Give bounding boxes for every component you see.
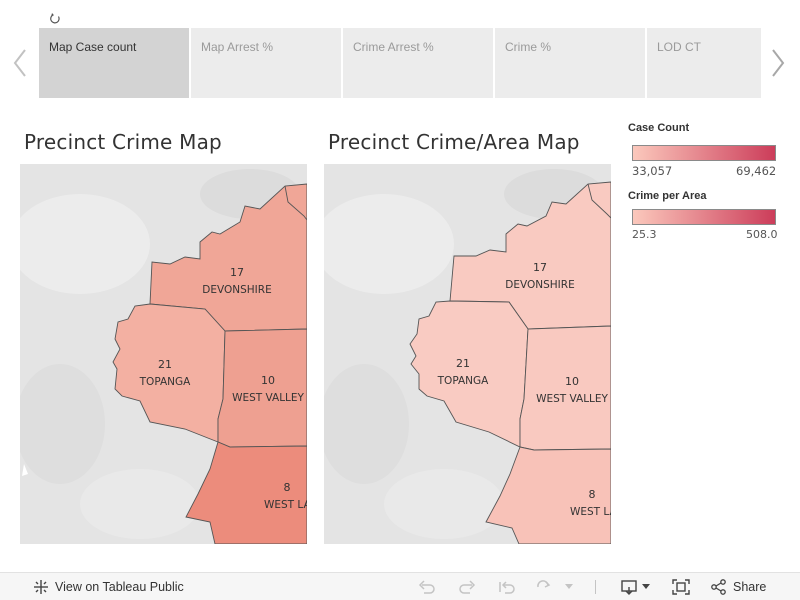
region-number: 8 [284, 481, 291, 494]
case-count-legend: Case Count 33,057 69,462 [628, 122, 788, 182]
tab-label: Crime % [505, 40, 552, 54]
redo-icon[interactable] [458, 579, 476, 595]
tableau-logo-icon [34, 580, 48, 594]
share-icon[interactable] [710, 579, 728, 595]
share-button[interactable]: Share [733, 580, 767, 594]
view-on-tableau-public-link[interactable]: View on Tableau Public [55, 580, 184, 594]
tab-lod-ct[interactable]: LOD CT [647, 28, 761, 98]
left-precinct-map[interactable]: 17 DEVONSHIRE 21 TOPANGA 10 WEST VALLEY … [20, 164, 307, 544]
tab-crime-percent[interactable]: Crime % [495, 28, 645, 98]
tab-label: Crime Arrest % [353, 40, 434, 54]
region-name: DEVONSHIRE [505, 279, 574, 291]
region-number: 21 [456, 357, 470, 370]
next-arrow-icon[interactable] [766, 46, 790, 80]
region-number: 8 [589, 488, 596, 501]
right-precinct-area-map[interactable]: 17 DEVONSHIRE 21 TOPANGA 10 WEST VALLEY … [324, 164, 611, 544]
tab-map-case-count[interactable]: Map Case count [39, 28, 189, 98]
region-name: WEST VALLEY [232, 392, 304, 404]
region-name: TOPANGA [437, 375, 490, 387]
tab-map-arrest-percent[interactable]: Map Arrest % [191, 28, 341, 98]
toolbar-divider [595, 580, 596, 594]
crime-per-area-legend: Crime per Area 25.3 508.0 [628, 190, 788, 245]
legend-title: Crime per Area [628, 190, 707, 202]
tab-label: Map Arrest % [201, 40, 274, 54]
download-icon[interactable] [620, 579, 640, 595]
region-number: 10 [565, 375, 579, 388]
undo-icon[interactable] [418, 579, 436, 595]
refresh-icon[interactable] [48, 12, 62, 26]
region-name: TOPANGA [139, 376, 192, 388]
legend-max-value: 69,462 [736, 164, 777, 178]
legend-title: Case Count [628, 122, 690, 134]
story-tab-strip: Map Case count Map Arrest % Crime Arrest… [0, 28, 800, 98]
case-count-color-ramp[interactable] [632, 145, 776, 161]
revert-icon[interactable] [498, 579, 516, 595]
fullscreen-icon[interactable] [672, 579, 690, 595]
tab-label: LOD CT [657, 40, 702, 54]
region-number: 17 [230, 266, 244, 279]
refresh-data-icon[interactable] [535, 579, 555, 595]
region-name: DEVONSHIRE [202, 284, 271, 296]
legend-min-value: 33,057 [632, 164, 673, 178]
region-west-valley[interactable] [519, 325, 611, 451]
tab-crime-arrest-percent[interactable]: Crime Arrest % [343, 28, 493, 98]
chevron-down-icon[interactable] [642, 584, 650, 590]
left-map-title: Precinct Crime Map [24, 130, 222, 154]
legend-min-value: 25.3 [632, 228, 657, 241]
previous-arrow-icon[interactable] [8, 46, 32, 80]
right-map-title: Precinct Crime/Area Map [328, 130, 580, 154]
region-number: 10 [261, 374, 275, 387]
region-name: WEST VALLEY [536, 393, 608, 405]
region-number: 17 [533, 261, 547, 274]
region-name: WEST LA [264, 499, 307, 511]
region-west-la[interactable] [485, 446, 611, 544]
region-west-la[interactable] [185, 441, 307, 544]
chevron-down-icon[interactable] [565, 584, 573, 590]
tab-label: Map Case count [49, 40, 137, 54]
legend-max-value: 508.0 [746, 228, 778, 241]
crime-per-area-color-ramp[interactable] [632, 209, 776, 225]
tableau-toolbar: View on Tableau Public Share [0, 572, 800, 600]
region-number: 21 [158, 358, 172, 371]
region-name: WEST LA [570, 506, 611, 518]
region-west-valley[interactable] [217, 328, 307, 448]
